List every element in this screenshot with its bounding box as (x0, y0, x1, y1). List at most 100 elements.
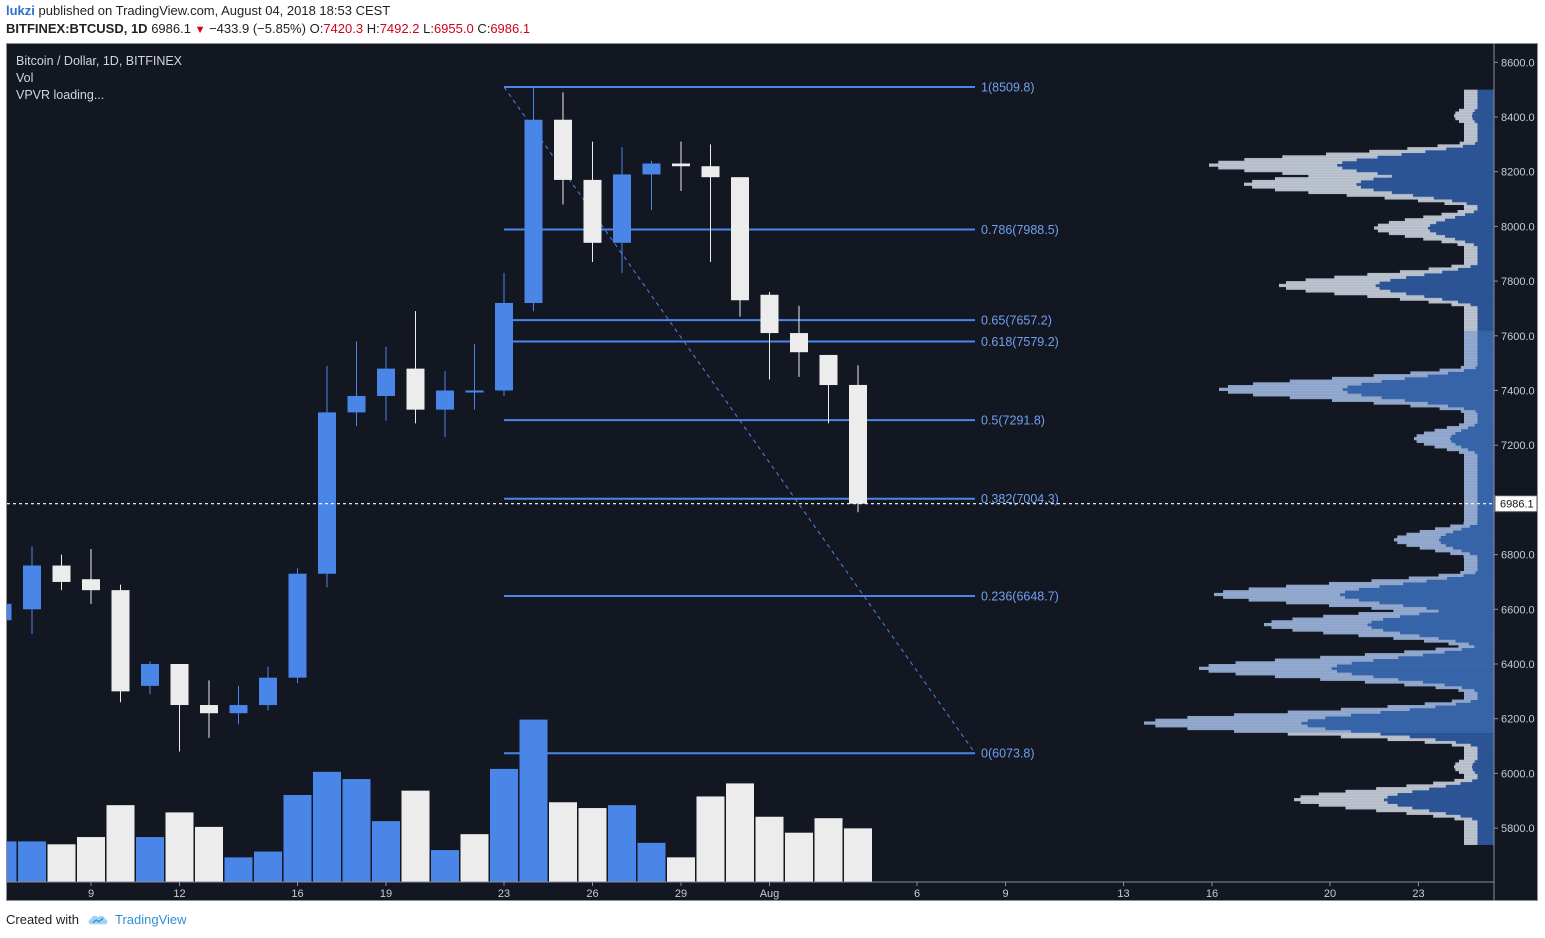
profile-up-segment (1391, 174, 1494, 178)
profile-up-segment (1412, 789, 1494, 794)
profile-up-segment (1474, 423, 1494, 427)
profile-down-segment (1464, 89, 1478, 93)
profile-up-segment (1477, 694, 1494, 698)
profile-down-segment (1464, 499, 1478, 504)
profile-down-segment (1441, 212, 1466, 216)
profile-down-segment (1464, 97, 1478, 102)
author-link[interactable]: lukzi (6, 3, 35, 18)
profile-up-segment (1477, 486, 1494, 490)
profile-up-segment (1461, 549, 1494, 553)
profile-up-segment (1477, 89, 1494, 93)
profile-up-segment (1477, 92, 1494, 96)
profile-up-segment (1445, 532, 1494, 536)
profile-up-segment (1477, 828, 1494, 832)
profile-down-segment (1318, 803, 1398, 807)
profile-up-segment (1371, 625, 1494, 629)
profile-up-segment (1475, 409, 1494, 413)
profile-up-segment (1453, 529, 1494, 534)
profile-up-segment (1342, 160, 1494, 164)
profile-up-segment (1460, 781, 1494, 785)
profile-up-segment (1440, 535, 1494, 539)
profile-up-segment (1379, 584, 1494, 588)
profile-up-segment (1477, 494, 1494, 498)
profile-up-segment (1461, 647, 1494, 651)
profile-down-segment (1464, 136, 1478, 140)
profile-up-segment (1379, 286, 1494, 290)
profile-down-segment (1292, 628, 1384, 632)
profile-up-segment (1477, 103, 1494, 107)
profile-down-segment (1377, 223, 1431, 227)
profile-up-segment (1464, 406, 1494, 411)
price-tick-label: 8200.0 (1501, 167, 1535, 179)
profile-up-segment (1375, 283, 1494, 288)
profile-down-segment (1439, 406, 1465, 411)
profile-up-segment (1477, 819, 1494, 824)
profile-up-segment (1472, 767, 1494, 772)
price-axis[interactable]: 5800.0 6000.0 6200.0 6400.0 6600.0 6800.0 7200… (1493, 44, 1535, 900)
profile-up-segment (1477, 497, 1494, 501)
profile-up-segment (1477, 313, 1494, 318)
profile-up-segment (1477, 513, 1494, 517)
profile-down-segment (1331, 376, 1405, 381)
profile-up-segment (1337, 664, 1494, 668)
profile-up-segment (1436, 220, 1494, 225)
profile-down-segment (1464, 95, 1478, 99)
profile-down-segment (1282, 155, 1378, 159)
profile-up-segment (1477, 746, 1494, 750)
profile-down-segment (1464, 354, 1478, 359)
volume-bar (18, 841, 46, 882)
fib-level-label: 0.786(7988.5) (981, 223, 1059, 237)
candle-body (259, 677, 277, 706)
profile-up-segment (1477, 106, 1494, 110)
profile-down-segment (1244, 168, 1357, 173)
candle-body (82, 579, 100, 591)
fib-level-label: 1(8509.8) (981, 80, 1035, 94)
profile-down-segment (1252, 185, 1361, 189)
profile-down-segment (1464, 830, 1478, 835)
profile-up-segment (1435, 705, 1494, 709)
profile-up-segment (1445, 543, 1494, 547)
profile-down-segment (1248, 598, 1360, 602)
time-tick-label: 29 (675, 888, 687, 900)
time-tick-label: Aug (760, 888, 780, 900)
profile-up-segment (1458, 300, 1494, 304)
tradingview-link[interactable]: TradingView (114, 912, 187, 927)
profile-up-segment (1337, 163, 1494, 167)
profile-up-segment (1390, 278, 1494, 282)
profile-down-segment (1464, 100, 1478, 104)
profile-up-segment (1458, 267, 1494, 271)
profile-up-segment (1477, 691, 1494, 695)
profile-down-segment (1404, 650, 1445, 654)
profile-down-segment (1414, 436, 1450, 441)
profile-up-segment (1361, 393, 1494, 397)
profile-down-segment (1464, 127, 1478, 132)
time-axis[interactable]: 9 12 16 19 23 26 29 Aug 6 9 13 16 20 23 (7, 881, 1494, 900)
price-tick-label: 7600.0 (1501, 331, 1535, 343)
profile-down-segment (1209, 163, 1338, 167)
volume-bar (667, 857, 695, 882)
candle-body (583, 179, 602, 243)
profile-up-segment (1403, 603, 1494, 608)
profile-up-segment (1477, 756, 1494, 761)
profile-up-segment (1373, 674, 1494, 679)
profile-up-segment (1345, 590, 1494, 594)
candle-body (229, 705, 248, 714)
profile-down-segment (1399, 297, 1443, 301)
candle-body (23, 565, 41, 610)
profile-up-segment (1474, 759, 1494, 763)
fib-retracement[interactable]: 1(8509.8) 0.786(7988.5) 0.65(7657.2) 0.618(… (503, 80, 1059, 761)
profile-up-segment (1371, 620, 1494, 624)
volume-bar (578, 808, 607, 882)
profile-up-segment (1477, 773, 1494, 777)
candle-body (170, 664, 189, 706)
profile-down-segment (1464, 305, 1478, 309)
profile-down-segment (1329, 581, 1404, 586)
profile-down-segment (1285, 281, 1380, 285)
profile-up-segment (1387, 795, 1494, 799)
profile-down-segment (1464, 773, 1478, 777)
price-tick-label: 7400.0 (1501, 386, 1535, 398)
chart-frame[interactable]: 1(8509.8) 0.786(7988.5) 0.65(7657.2) 0.618(… (6, 43, 1538, 901)
profile-down-segment (1394, 538, 1439, 542)
profile-down-segment (1457, 242, 1474, 247)
price-chart[interactable]: 1(8509.8) 0.786(7988.5) 0.65(7657.2) 0.618(… (7, 44, 1537, 900)
